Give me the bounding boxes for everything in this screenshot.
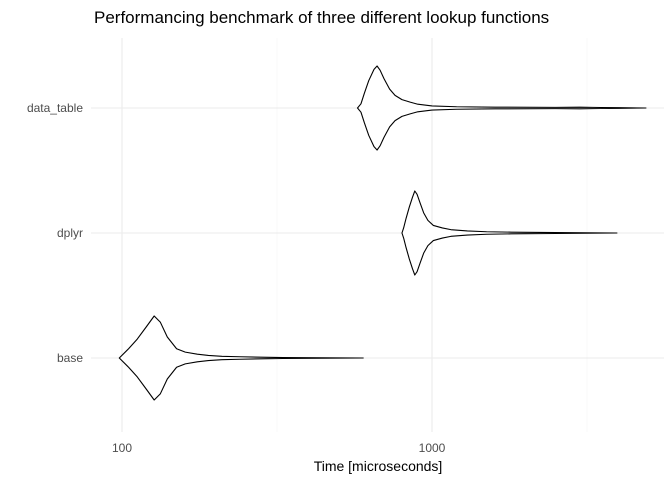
violin-dplyr: [401, 190, 618, 276]
x-tick-label: 100: [112, 441, 132, 455]
chart-title: Performancing benchmark of three differe…: [94, 8, 549, 27]
violin-data-table: [356, 65, 647, 151]
violin-base: [118, 315, 364, 401]
x-tick-label: 1000: [419, 441, 446, 455]
violins: [118, 65, 647, 401]
x-axis-title: Time [microseconds]: [314, 458, 443, 474]
y-tick-label-dplyr: dplyr: [57, 226, 83, 240]
y-tick-label-base: base: [57, 351, 83, 365]
y-tick-label-data-table: data_table: [27, 101, 83, 115]
